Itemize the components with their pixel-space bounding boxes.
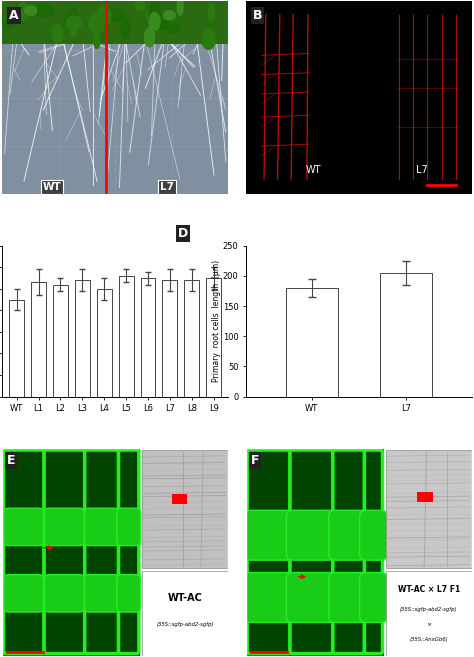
Bar <box>206 278 221 397</box>
Bar <box>75 281 90 397</box>
Bar <box>142 570 228 656</box>
Bar <box>172 493 187 504</box>
Ellipse shape <box>24 5 37 16</box>
Ellipse shape <box>120 18 131 39</box>
FancyBboxPatch shape <box>360 573 387 622</box>
FancyBboxPatch shape <box>244 573 293 622</box>
Ellipse shape <box>153 20 172 30</box>
FancyBboxPatch shape <box>286 510 337 560</box>
Ellipse shape <box>149 12 161 32</box>
Text: F: F <box>251 454 259 467</box>
Ellipse shape <box>208 3 215 22</box>
Bar <box>286 288 337 397</box>
Ellipse shape <box>145 9 161 22</box>
Y-axis label: Primary  root cells  length  (μm): Primary root cells length (μm) <box>212 260 221 382</box>
Ellipse shape <box>2 20 15 29</box>
Ellipse shape <box>17 2 30 21</box>
Ellipse shape <box>201 28 216 50</box>
Text: D: D <box>178 227 189 240</box>
FancyBboxPatch shape <box>45 575 84 612</box>
Bar <box>141 278 155 397</box>
Ellipse shape <box>65 15 82 30</box>
Ellipse shape <box>106 8 124 22</box>
Ellipse shape <box>64 12 80 30</box>
FancyBboxPatch shape <box>328 573 369 622</box>
Ellipse shape <box>96 5 112 26</box>
Text: B: B <box>253 9 262 22</box>
FancyBboxPatch shape <box>3 450 44 654</box>
FancyBboxPatch shape <box>333 450 365 654</box>
Text: A: A <box>9 9 19 22</box>
Text: ×: × <box>426 622 431 627</box>
Text: L7: L7 <box>416 165 428 175</box>
FancyBboxPatch shape <box>84 575 119 612</box>
FancyBboxPatch shape <box>4 575 44 612</box>
Bar <box>2 448 140 656</box>
Ellipse shape <box>70 23 78 37</box>
Text: WT-AC: WT-AC <box>168 593 202 602</box>
FancyBboxPatch shape <box>290 450 333 654</box>
FancyBboxPatch shape <box>286 573 337 622</box>
Bar <box>97 289 112 397</box>
Bar <box>142 450 228 568</box>
Ellipse shape <box>93 30 101 49</box>
Bar <box>246 448 383 656</box>
Ellipse shape <box>148 2 162 24</box>
Ellipse shape <box>134 0 146 11</box>
Text: WT-AC × L7 F1: WT-AC × L7 F1 <box>398 585 460 594</box>
FancyBboxPatch shape <box>365 450 383 654</box>
Bar <box>118 276 134 397</box>
Text: WT: WT <box>306 165 321 175</box>
Text: (35S::sgfp-abd2-sgfp): (35S::sgfp-abd2-sgfp) <box>156 622 214 627</box>
Text: (35S::AnxGb6): (35S::AnxGb6) <box>410 637 448 642</box>
Ellipse shape <box>177 0 184 16</box>
Ellipse shape <box>163 10 176 21</box>
FancyBboxPatch shape <box>44 450 85 654</box>
Text: (35S::sgfp-abd2-sgfp): (35S::sgfp-abd2-sgfp) <box>400 608 457 612</box>
Bar <box>163 281 177 397</box>
Ellipse shape <box>69 7 79 30</box>
Ellipse shape <box>88 14 105 34</box>
Text: L7: L7 <box>160 181 174 192</box>
Ellipse shape <box>166 22 181 34</box>
FancyBboxPatch shape <box>4 509 44 545</box>
FancyBboxPatch shape <box>85 450 118 654</box>
Bar <box>386 570 472 656</box>
FancyBboxPatch shape <box>360 510 387 560</box>
Ellipse shape <box>51 23 64 44</box>
FancyBboxPatch shape <box>45 509 84 545</box>
FancyBboxPatch shape <box>117 509 140 545</box>
Ellipse shape <box>35 3 55 18</box>
FancyBboxPatch shape <box>118 450 139 654</box>
Bar <box>418 491 433 502</box>
FancyBboxPatch shape <box>2 1 228 44</box>
FancyBboxPatch shape <box>244 510 293 560</box>
FancyBboxPatch shape <box>328 510 369 560</box>
Bar <box>9 300 24 397</box>
Bar <box>380 273 432 397</box>
Ellipse shape <box>144 27 155 47</box>
FancyBboxPatch shape <box>247 450 290 654</box>
FancyBboxPatch shape <box>84 509 119 545</box>
Bar <box>386 450 472 568</box>
Text: E: E <box>7 454 15 467</box>
Bar <box>184 281 199 397</box>
FancyBboxPatch shape <box>117 575 140 612</box>
Bar <box>53 284 68 397</box>
Text: WT: WT <box>43 181 61 192</box>
Bar <box>31 283 46 397</box>
